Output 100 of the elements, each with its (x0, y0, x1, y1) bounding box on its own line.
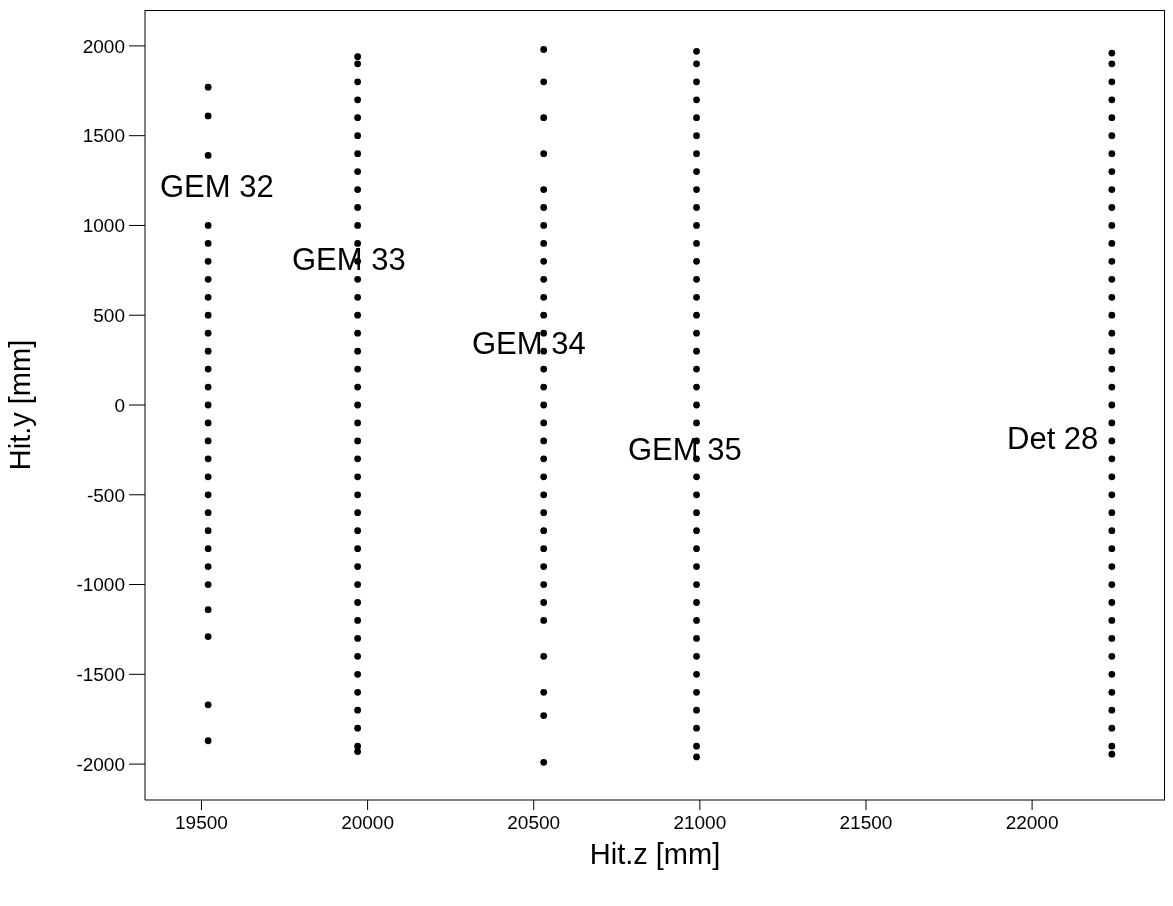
point (354, 132, 362, 140)
point (354, 419, 362, 427)
annotation: GEM 34 (472, 326, 586, 362)
point (354, 509, 362, 517)
point (693, 670, 700, 678)
point (1108, 670, 1116, 678)
point (540, 509, 548, 517)
point (1108, 204, 1116, 211)
point (354, 60, 362, 68)
point (693, 635, 700, 642)
point (1108, 742, 1116, 750)
point (693, 724, 700, 732)
point (693, 563, 700, 570)
point (354, 96, 362, 104)
point (204, 293, 212, 301)
point (354, 168, 362, 175)
x-tick-label: 22000 (1005, 812, 1059, 834)
point (540, 204, 548, 211)
point (693, 168, 700, 175)
point (1108, 419, 1116, 427)
point (693, 365, 700, 373)
point (204, 509, 212, 517)
point (354, 222, 362, 229)
point (354, 150, 362, 158)
point (354, 78, 362, 86)
point (1108, 652, 1116, 660)
y-tick-label: 1000 (82, 215, 125, 237)
point (693, 617, 700, 624)
point (204, 473, 212, 481)
point (693, 742, 700, 750)
point (354, 114, 362, 122)
point (204, 83, 212, 91)
point (540, 545, 548, 553)
point (540, 383, 548, 391)
point (204, 347, 212, 355)
point (693, 114, 700, 122)
point (354, 724, 362, 732)
point (204, 383, 212, 391)
annotation: GEM 32 (160, 169, 274, 205)
point (204, 491, 212, 499)
point (1108, 563, 1116, 570)
y-tick-label: -1500 (76, 664, 125, 686)
point (693, 186, 700, 193)
point (540, 599, 548, 606)
point (540, 758, 548, 766)
point (354, 491, 362, 499)
point (540, 222, 548, 229)
point (1108, 724, 1116, 732)
point (540, 46, 548, 53)
point (354, 329, 362, 337)
point (354, 204, 362, 211)
point (204, 401, 212, 409)
point (204, 257, 212, 265)
point (693, 545, 700, 553)
point (354, 617, 362, 624)
point (1108, 96, 1116, 104)
point (204, 275, 212, 283)
point (1108, 527, 1116, 535)
point (1108, 222, 1116, 229)
point (1108, 706, 1116, 714)
point (693, 509, 700, 517)
point (354, 688, 362, 696)
point (540, 527, 548, 535)
point (1108, 455, 1116, 463)
point (204, 633, 212, 640)
point (540, 275, 548, 283)
point (1108, 275, 1116, 283)
point (354, 347, 362, 355)
point (1108, 150, 1116, 158)
point (204, 701, 212, 709)
point (354, 473, 362, 481)
point (540, 563, 548, 570)
point (693, 753, 700, 761)
point (693, 47, 700, 55)
point (1108, 491, 1116, 499)
point (540, 617, 548, 624)
point (540, 78, 548, 86)
point (693, 293, 700, 301)
point (1108, 635, 1116, 642)
point (1108, 383, 1116, 391)
point (540, 329, 548, 337)
point (693, 401, 700, 409)
point (540, 240, 548, 247)
annotation: Det 28 (1007, 421, 1099, 457)
point (354, 581, 362, 588)
point (1108, 437, 1116, 445)
point (693, 688, 700, 696)
point (693, 527, 700, 535)
x-tick-label: 20000 (341, 812, 395, 834)
point (204, 737, 212, 745)
point (204, 437, 212, 445)
point (693, 240, 700, 247)
point (693, 599, 700, 606)
point (540, 401, 548, 409)
point (693, 150, 700, 158)
point (354, 240, 362, 247)
point (354, 652, 362, 660)
point (204, 365, 212, 373)
point (354, 401, 362, 409)
point (1108, 599, 1116, 606)
